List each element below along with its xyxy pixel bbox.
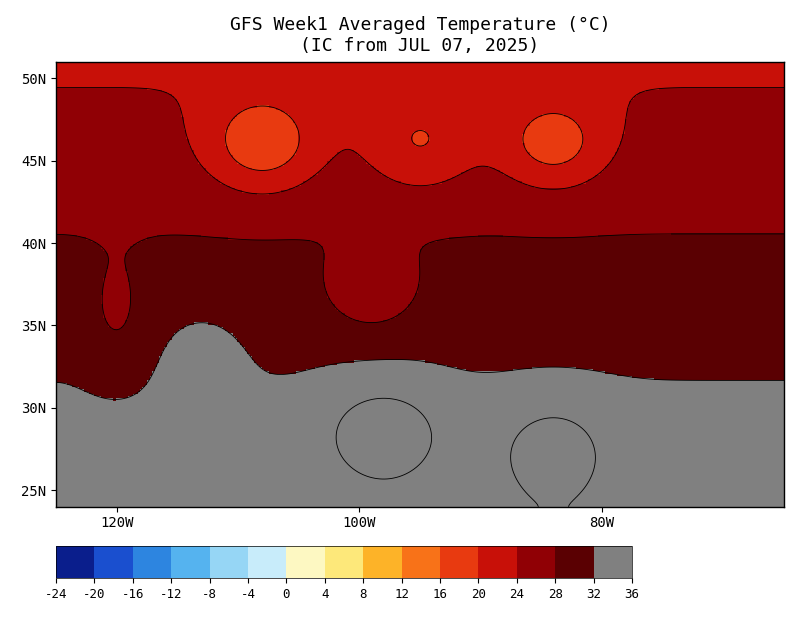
- Title: GFS Week1 Averaged Temperature (°C)
(IC from JUL 07, 2025): GFS Week1 Averaged Temperature (°C) (IC …: [230, 16, 610, 54]
